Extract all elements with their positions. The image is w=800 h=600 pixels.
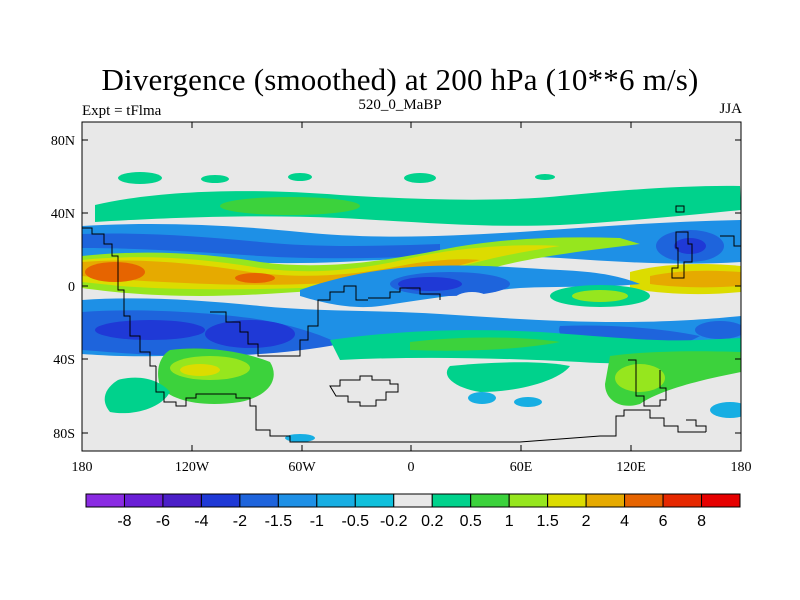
colorbar-swatch (393, 493, 433, 508)
lat-label: 80N (51, 134, 75, 149)
colorbar-label: -6 (156, 513, 170, 530)
colorbar-label: 8 (697, 513, 706, 530)
longitude-labels: 180 120W 60W 0 60E 120E 180 (72, 460, 752, 475)
experiment-label: Expt = tFlma (82, 103, 162, 119)
colorbar-label: 4 (620, 513, 629, 530)
colorbar-swatch (662, 493, 703, 508)
axis-ticks (81, 122, 742, 451)
lon-label: 60W (288, 460, 316, 475)
lon-label: 0 (408, 460, 415, 475)
colorbar-swatch (354, 493, 395, 508)
colorbar-label: 1 (505, 513, 514, 530)
colorbar-label: -4 (194, 513, 208, 530)
lat-label: 80S (53, 427, 75, 442)
colorbar-label: -0.5 (342, 513, 370, 530)
colorbar-label: 2 (582, 513, 591, 530)
lat-label: 0 (68, 280, 75, 295)
colorbar-swatch (277, 493, 318, 508)
colorbar-swatch (701, 493, 741, 508)
lon-label: 180 (72, 460, 93, 475)
colorbar-swatch (431, 493, 472, 508)
case-label: 520_0_MaBP (358, 97, 442, 113)
colorbar-swatch (585, 493, 626, 508)
colorbar-swatch (200, 493, 241, 508)
colorbar-label: -1.5 (265, 513, 293, 530)
map-title: Divergence (smoothed) at 200 hPa (10**6 … (101, 62, 699, 97)
colorbar-label: -0.2 (380, 513, 408, 530)
lat-label: 40N (51, 207, 75, 222)
colorbar-swatch (624, 493, 664, 508)
lat-label: 40S (53, 353, 75, 368)
lon-label: 120E (616, 460, 646, 475)
colorbar-swatch (85, 493, 125, 508)
lon-label: 60E (510, 460, 533, 475)
colorbar-label: -1 (310, 513, 324, 530)
lon-label: 180 (731, 460, 752, 475)
divergence-field (82, 122, 741, 451)
colorbar-swatch (162, 493, 202, 508)
colorbar-label: 0.2 (421, 513, 443, 530)
colorbar-label: -8 (117, 513, 131, 530)
colorbar-swatch (239, 493, 279, 508)
colorbar-label: 6 (659, 513, 668, 530)
lon-label: 120W (175, 460, 210, 475)
colorbar-swatch (470, 493, 510, 508)
colorbar-label: -2 (233, 513, 247, 530)
colorbar-label: 0.5 (460, 513, 482, 530)
colorbar-swatch (123, 493, 164, 508)
coastlines (82, 205, 741, 443)
colorbar-swatch (508, 493, 549, 508)
season-label: JJA (719, 101, 742, 117)
colorbar-swatch (547, 493, 587, 508)
colorbar: -8 -6 -4 -2 -1.5 -1 -0.5 -0.2 0.2 0.5 1 1.5 2 4 6 8 (85, 493, 741, 530)
latitude-labels: 80N 40N 0 40S 80S (51, 134, 75, 442)
colorbar-swatch (316, 493, 356, 508)
colorbar-label: 1.5 (537, 513, 559, 530)
